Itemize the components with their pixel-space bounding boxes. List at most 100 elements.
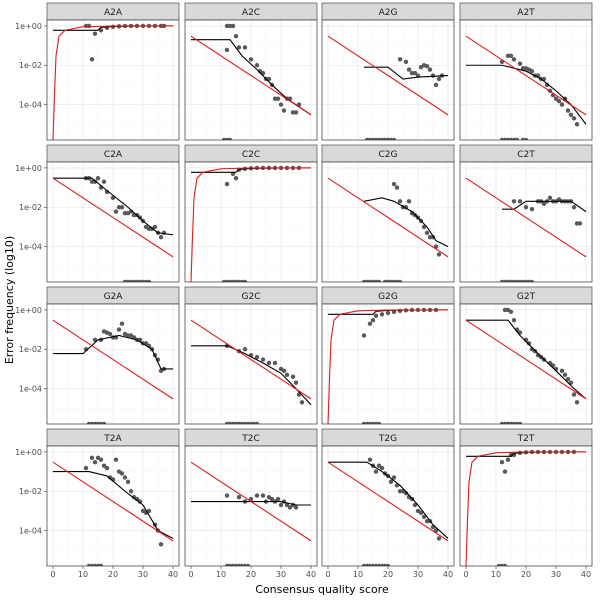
fitted-error-line [363,197,449,248]
facet-panel-t2a: T2A 1e+00 1e-02 1e-04 0 10 20 30 40 [15,428,180,579]
observed-point [388,479,394,485]
facet-panel-c2a: C2A 1e+00 1e-02 1e-04 [15,144,180,283]
fitted-error-line [53,334,173,370]
facet-panel-t2g: T2G 0 10 20 30 40 [321,428,455,579]
observed-point [394,185,400,190]
observed-point [511,57,517,62]
facet-panel-g2t: G2T [459,286,593,425]
facet-strip-label-t2a: T2A [103,434,122,444]
nominal-quality-line [52,177,174,258]
observed-point [379,312,385,317]
y-tick-label: 1e-02 [19,61,42,70]
observed-point [559,368,565,374]
y-tick-label: 1e+00 [15,448,42,457]
observed-point [287,505,293,510]
observed-point [119,321,125,326]
panel-content-g2c [190,319,312,424]
observed-point [278,102,284,107]
x-tick-label: 40 [306,570,316,579]
panel-border-c2c [184,161,318,283]
gridlines-t2t [460,446,592,566]
x-tick-label: 10 [78,570,88,579]
observed-point [571,116,577,121]
facet-panel-g2g: G2G [321,286,455,425]
observed-point [397,279,403,282]
facet-strip-label-c2g: C2G [379,150,398,160]
panel-content-c2a [52,175,174,282]
observed-point [224,493,230,498]
observed-point [502,563,508,566]
observed-point [403,490,409,496]
x-axis-title: Consensus quality score [255,583,389,596]
x-tick-label: 10 [353,570,363,579]
observed-point [293,505,299,510]
observed-point [433,82,439,88]
observed-point [89,57,95,62]
panel-content-a2g [327,35,449,140]
facet-strip-label-a2c: A2C [242,8,260,18]
observed-point [547,195,553,201]
observed-point [119,205,125,210]
observed-point [254,354,260,360]
observed-point [86,23,92,29]
observed-point [376,463,382,468]
panel-content-c2g [327,177,449,282]
nominal-quality-line [327,309,449,424]
nominal-quality-line [465,35,587,116]
nominal-quality-line [465,319,587,400]
observed-point [571,205,577,210]
x-tick-label: 40 [443,570,453,579]
observed-point [529,279,535,282]
observed-point [158,235,164,240]
fitted-error-line [364,66,449,80]
y-tick-label: 1e-02 [19,203,42,212]
observed-point [406,67,412,72]
observed-point [568,112,574,118]
observed-point [430,73,436,78]
facet-panel-c2g: C2G [321,144,455,283]
facet-strip-label-c2a: C2A [104,150,123,160]
observed-point [293,110,299,115]
observed-point [508,53,514,59]
observed-point [272,360,278,366]
observed-point [436,252,442,257]
gridlines-c2c [185,162,317,282]
panel-content-t2g [327,457,449,566]
observed-point [574,122,580,127]
nominal-quality-line [52,461,174,542]
panel-border-g2a [46,303,180,425]
x-tick-label: 10 [491,570,501,579]
observed-point [529,206,535,212]
panel-content-a2a [52,23,174,140]
facet-strip-label-c2c: C2C [242,150,260,160]
facet-panel-g2a: G2A 1e+00 1e-02 1e-04 [15,286,180,425]
observed-point [254,493,260,498]
facet-strip-label-a2g: A2G [379,8,398,18]
observed-point [526,341,532,346]
observed-point [98,28,104,33]
observed-point [517,61,523,66]
observed-point [125,479,131,485]
nominal-quality-line [465,451,587,566]
panel-content-g2a [52,319,174,424]
observed-point [373,313,379,319]
observed-point [565,108,571,113]
panel-border-a2t [459,19,593,141]
observed-point [556,98,562,104]
x-tick-label: 20 [383,570,393,579]
nominal-quality-line [327,35,449,116]
facet-strip-label-t2c: T2C [241,434,260,444]
observed-point [116,327,122,332]
x-tick-label: 0 [463,570,468,579]
observed-point [92,31,98,36]
observed-point [436,536,442,541]
observed-point [95,175,101,181]
observed-point [242,45,248,50]
x-tick-label: 40 [168,570,178,579]
observed-point [284,502,290,508]
observed-point [379,465,385,471]
facet-strip-label-a2t: A2T [517,8,535,18]
observed-point [128,489,134,494]
fitted-error-line [328,461,449,539]
